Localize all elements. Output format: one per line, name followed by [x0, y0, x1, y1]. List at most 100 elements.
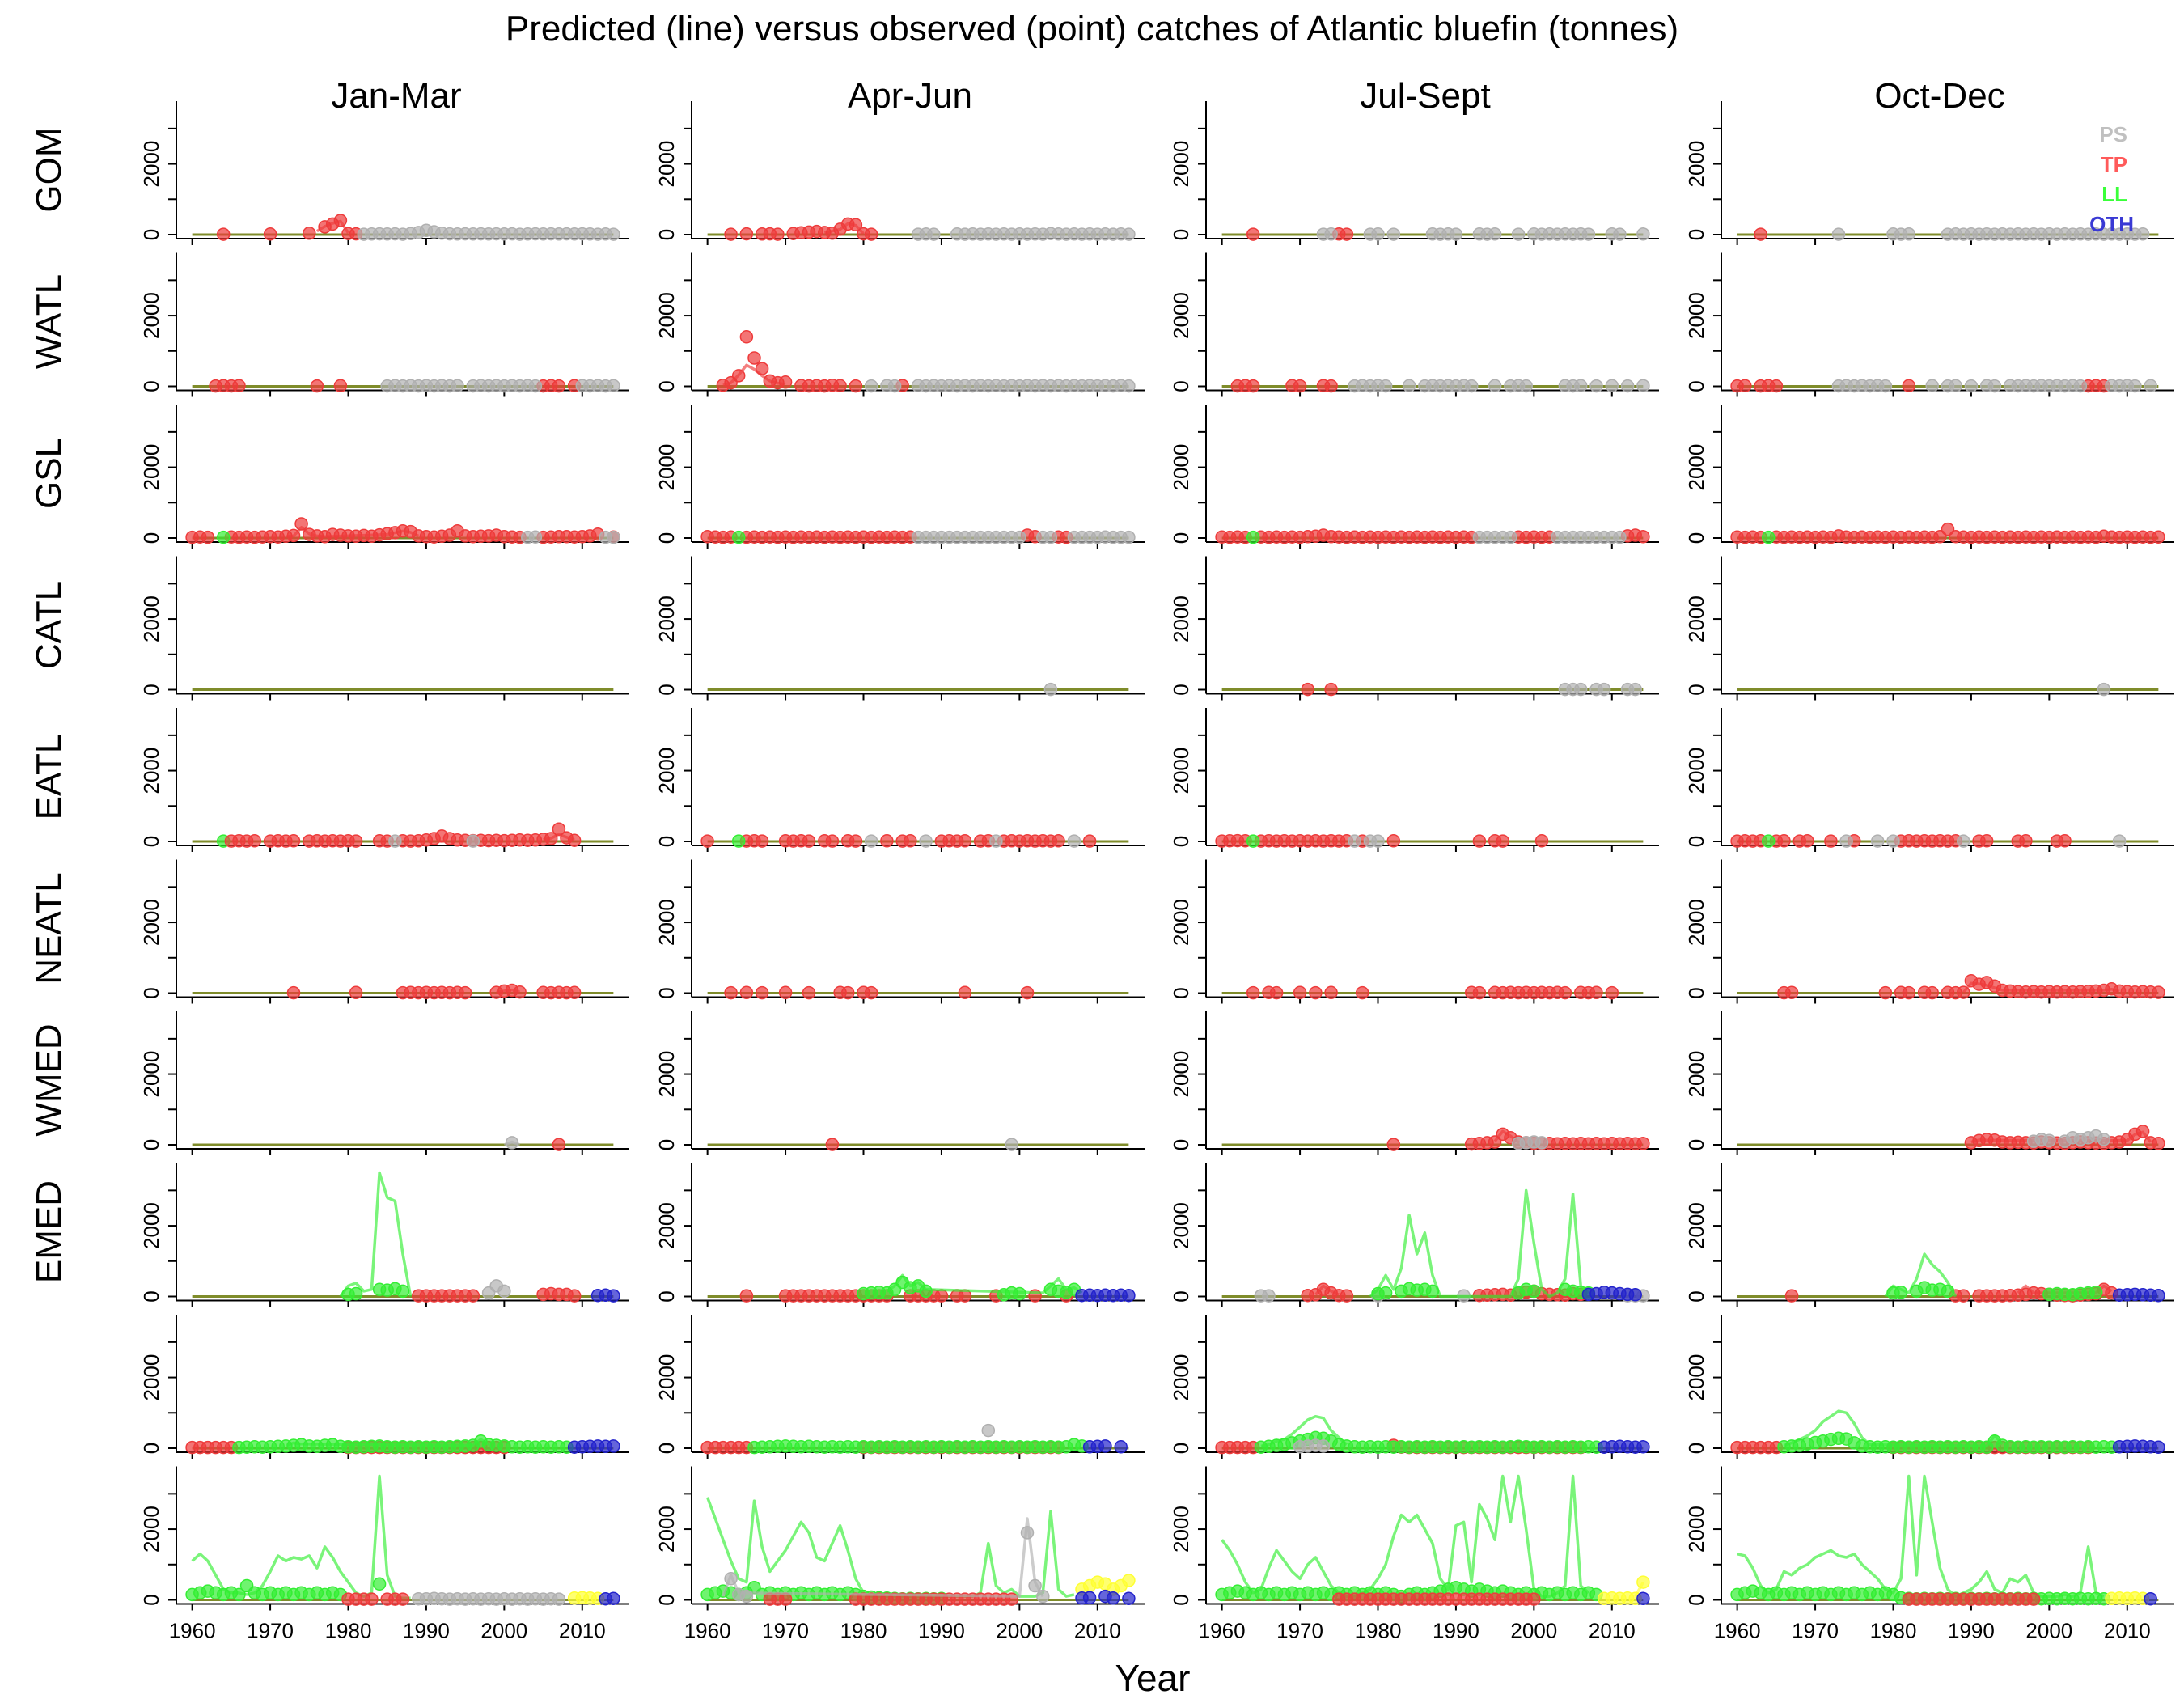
observed-point-tp — [1355, 985, 1369, 1000]
observed-point-tp — [216, 227, 231, 241]
y-tick-label: 0 — [1169, 380, 1193, 392]
observed-point-tp — [567, 985, 582, 1000]
observed-point-tp — [1784, 985, 1799, 1000]
observed-point-ps — [1464, 379, 1479, 393]
observed-point-ps — [1534, 1136, 1549, 1150]
observed-point-ll — [372, 1577, 387, 1591]
y-tick-label: 2000 — [1169, 595, 1193, 642]
predicted-line-ll — [1369, 1188, 1590, 1299]
observed-point-tp — [731, 369, 746, 383]
column-title-q4: Oct-Dec — [1874, 76, 2004, 116]
panel-r5-c1: 0 2000 — [654, 859, 1145, 1004]
panel-series-r6-c2 — [1386, 1127, 1650, 1151]
y-tick-label: 2000 — [1169, 899, 1193, 946]
observed-point-ps — [1949, 379, 1962, 393]
panel-r0-c0: 0 2000 — [139, 101, 629, 245]
panel-series-r2-c0 — [185, 517, 620, 544]
panel-r9-c0: 0 2000 1960 1970 1980 1990 2000 2010 — [139, 1466, 629, 1643]
observed-point-other — [1122, 1574, 1136, 1587]
panel-series-r7-c3 — [1784, 1252, 2165, 1303]
y-tick-label: 2000 — [654, 1051, 679, 1098]
panel-series-r7-c0 — [339, 1171, 620, 1303]
observed-point-ps — [1348, 834, 1361, 848]
panel-r2-c0: 0 2000 — [139, 405, 629, 549]
panel-series-r1-c3 — [1730, 379, 2157, 393]
panel-series-r4-c3 — [1730, 834, 2127, 848]
legend: PS TP LL OTH — [2089, 122, 2134, 236]
panel-series-r9-c3 — [1730, 1474, 2157, 1606]
panel-r1-c0: 0 2000 — [139, 252, 629, 397]
x-tick-label: 1960 — [684, 1619, 731, 1643]
observed-point-tp — [1605, 985, 1619, 1000]
observed-point-tp — [1534, 834, 1549, 848]
y-tick-label: 2000 — [139, 1202, 163, 1249]
observed-point-ll — [349, 1286, 363, 1301]
observed-point-tp — [1301, 682, 1314, 697]
panel-r0-c2: 0 2000 — [1169, 101, 1659, 245]
observed-point-ps — [1589, 379, 1603, 393]
observed-point-ll — [731, 834, 746, 848]
observed-point-tp — [1324, 379, 1338, 393]
observed-point-ll — [1761, 834, 1776, 848]
x-tick-label: 2010 — [1074, 1619, 1121, 1643]
observed-point-ps — [1324, 227, 1338, 241]
panel-layer: GOM WATL GSL CATL EATL NEATL WMED EMED 0 2000 0 200… — [29, 101, 2174, 1643]
panel-r8-c1: 0 2000 — [654, 1315, 1145, 1459]
panel-r5-c2: 0 2000 — [1169, 859, 1659, 1004]
x-tick-label: 1970 — [1792, 1619, 1839, 1643]
observed-point-ps — [466, 834, 480, 848]
observed-point-ps — [1573, 682, 1588, 697]
observed-point-tp — [958, 834, 972, 848]
observed-point-tp — [1769, 379, 1784, 393]
panel-r9-c3: 0 2000 1960 1970 1980 1990 2000 2010 — [1684, 1466, 2174, 1643]
observed-point-oth — [1628, 1288, 1642, 1302]
observed-point-tp — [747, 351, 761, 365]
y-tick-label: 0 — [1684, 532, 1708, 544]
observed-point-tp — [825, 1138, 840, 1151]
y-tick-label: 2000 — [654, 444, 679, 491]
observed-point-oth — [607, 1439, 620, 1453]
observed-point-oth — [1098, 1439, 1112, 1453]
observed-point-ps — [1902, 227, 1916, 241]
observed-point-ps — [864, 834, 878, 848]
observed-point-tp — [349, 834, 363, 848]
observed-point-tp — [2019, 834, 2033, 848]
observed-point-ps — [1636, 227, 1650, 241]
y-tick-label: 2000 — [654, 1354, 679, 1401]
y-tick-label: 0 — [654, 836, 679, 847]
row-label-emed: EMED — [29, 1180, 69, 1283]
observed-point-ps — [1043, 682, 1058, 697]
observed-point-tp — [1246, 985, 1260, 1000]
observed-point-oth — [1122, 1288, 1136, 1303]
panel-series-r8-c2 — [1215, 1414, 1650, 1455]
y-tick-label: 2000 — [1684, 444, 1708, 491]
panel-r8-c2: 0 2000 — [1169, 1315, 1659, 1459]
observed-point-tp — [1979, 834, 1994, 848]
panel-series-r4-c1 — [700, 834, 1097, 848]
observed-point-tp — [310, 379, 324, 393]
panel-r0-c1: 0 2000 — [654, 101, 1145, 245]
x-tick-label: 2010 — [1589, 1619, 1636, 1643]
observed-point-tp — [849, 379, 863, 393]
panel-series-r0-c1 — [724, 217, 1136, 241]
y-tick-label: 0 — [139, 532, 163, 544]
observed-point-tp — [864, 227, 878, 241]
panel-r8-c3: 0 2000 — [1684, 1315, 2174, 1459]
y-tick-label: 0 — [1684, 1443, 1708, 1454]
panel-series-r5-c1 — [724, 985, 1035, 1000]
observed-point-tp — [1309, 985, 1323, 1000]
x-tick-label: 1990 — [403, 1619, 450, 1643]
observed-point-ps — [1925, 379, 1939, 393]
observed-point-oth — [607, 1591, 620, 1606]
observed-point-tp — [1558, 985, 1572, 1000]
row-label-gom: GOM — [29, 127, 69, 212]
y-tick-label: 0 — [654, 1139, 679, 1150]
observed-point-tp — [1246, 227, 1260, 241]
observed-point-tp — [552, 822, 566, 836]
x-tick-label: 1960 — [1199, 1619, 1246, 1643]
observed-point-ps — [1005, 1138, 1018, 1151]
observed-point-ps — [1511, 227, 1526, 241]
y-tick-label: 2000 — [1684, 899, 1708, 946]
y-tick-label: 0 — [654, 1443, 679, 1454]
legend-item-oth: OTH — [2089, 212, 2134, 236]
